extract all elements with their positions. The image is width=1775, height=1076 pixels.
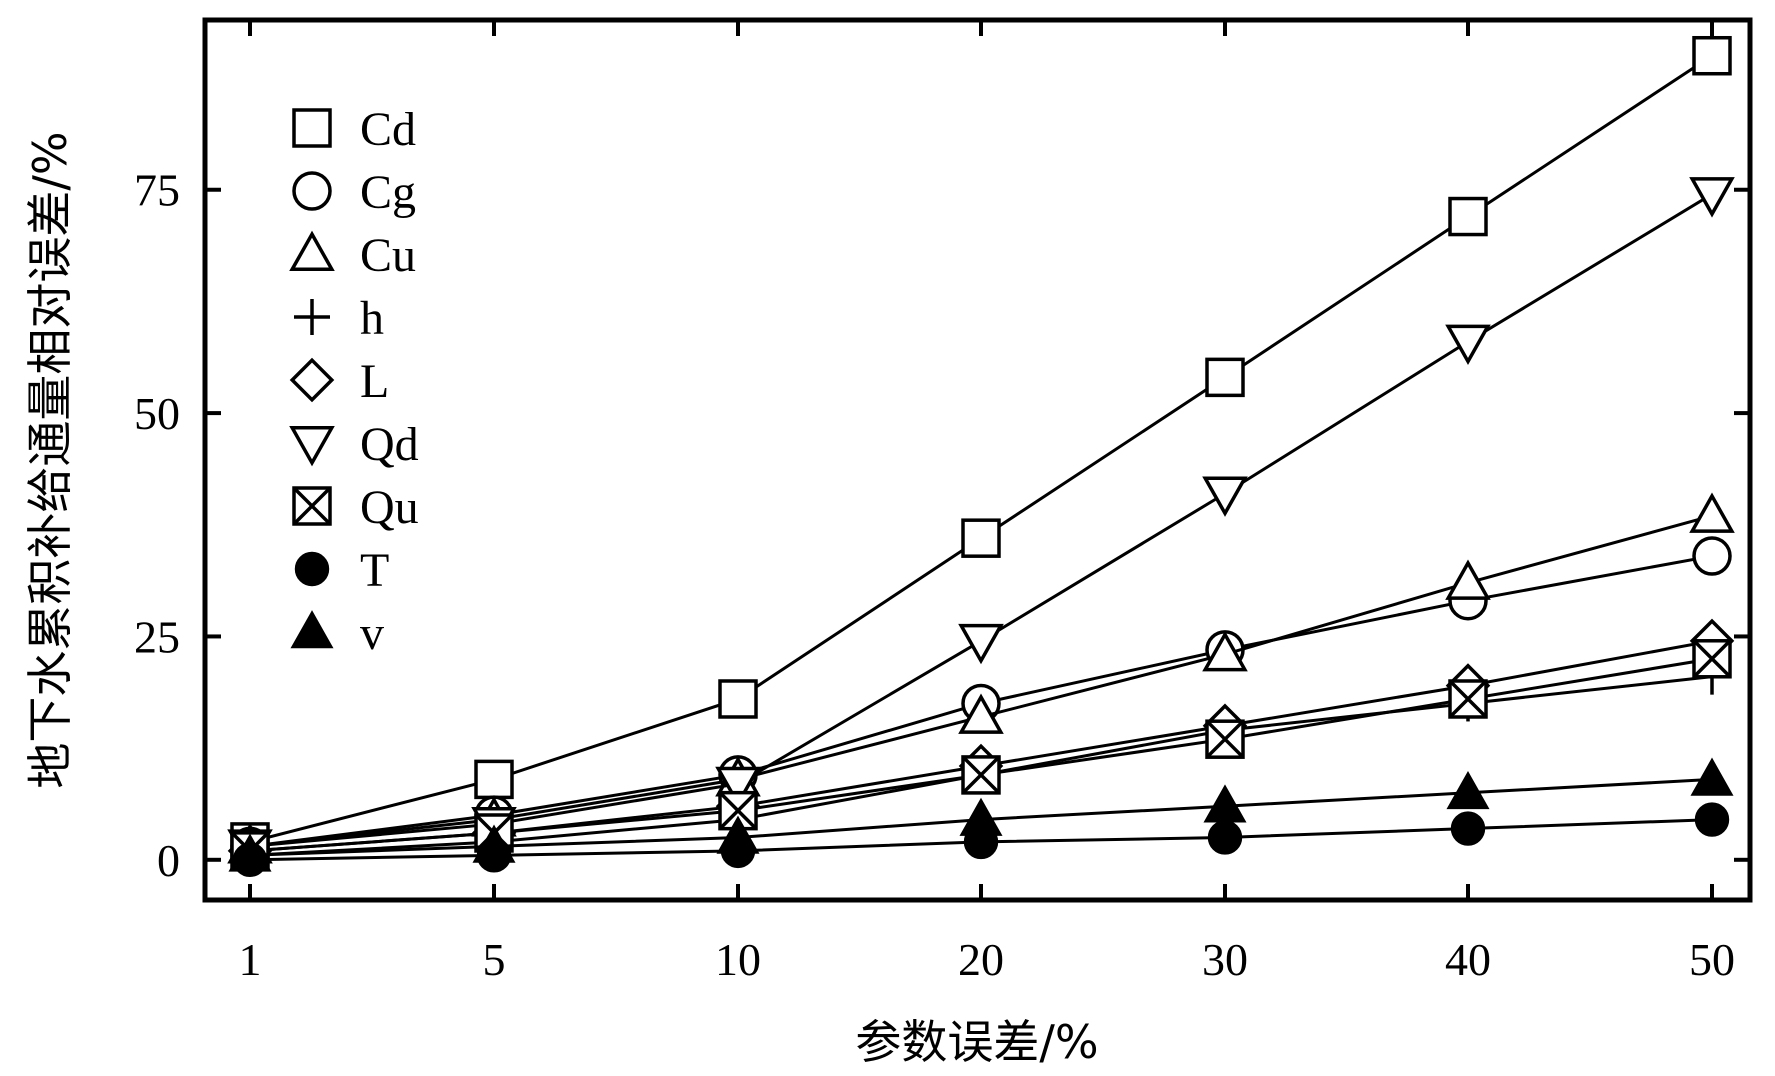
legend-label-Qu: Qu <box>360 481 419 534</box>
point-T-50 <box>1694 802 1730 837</box>
x-tick-label: 50 <box>1689 934 1735 985</box>
point-Qu-30 <box>1205 719 1245 759</box>
legend-entry-T: T <box>294 544 389 597</box>
point-T-40 <box>1450 811 1486 846</box>
point-Qu-50 <box>1692 639 1732 679</box>
x-tick-label: 1 <box>239 934 262 985</box>
x-axis-title: 参数误差/% <box>855 1015 1098 1069</box>
point-Cd-5 <box>474 759 514 800</box>
legend-label-Cg: Cg <box>360 166 416 219</box>
point-T-30 <box>1207 820 1243 855</box>
legend-entry-h: h <box>294 292 384 345</box>
point-Qd-40 <box>1445 324 1491 365</box>
legend-entry-v: v <box>290 607 384 660</box>
point-v-20 <box>959 797 1003 836</box>
legend-label-L: L <box>360 355 389 408</box>
point-Cu-50 <box>1689 492 1735 533</box>
legend-label-Cu: Cu <box>360 229 416 282</box>
point-Cu-30 <box>1202 630 1248 672</box>
point-Cd-20 <box>961 518 1001 558</box>
series-layer <box>227 35 1735 877</box>
legend-marker-Cu <box>289 230 335 272</box>
series-v <box>228 757 1734 872</box>
legend-marker-T <box>294 551 330 587</box>
legend-label-Qd: Qd <box>360 418 419 471</box>
y-axis-title: 地下水累积补给通量相对误差/% <box>23 131 77 788</box>
legend: Cd Cg Cu hL Qd Qu Tv <box>289 103 419 660</box>
y-tick-label: 50 <box>134 388 180 439</box>
y-tick-label: 0 <box>157 835 180 886</box>
legend-entry-Cg: Cg <box>292 166 416 219</box>
legend-marker-Cd <box>292 108 332 148</box>
legend-marker-Qu <box>292 486 332 526</box>
legend-marker-v <box>290 610 334 649</box>
y-tick-label: 25 <box>134 611 180 662</box>
legend-marker-Qd <box>289 425 335 467</box>
point-Cu-40 <box>1445 559 1491 600</box>
point-Cd-10 <box>718 679 758 719</box>
point-Qu-20 <box>961 755 1001 795</box>
x-tick-label: 10 <box>715 934 761 985</box>
legend-entry-Cd: Cd <box>292 103 416 156</box>
point-Cd-50 <box>1692 35 1732 76</box>
point-Qd-10 <box>715 766 761 808</box>
point-v-10 <box>716 815 760 854</box>
legend-label-v: v <box>360 607 384 660</box>
x-tick-label: 5 <box>483 934 506 985</box>
ticks-layer: 1 5 10 20 30 40 50 0 25 50 75 <box>134 20 1750 985</box>
legend-entry-L: L <box>289 355 389 408</box>
point-Qu-40 <box>1448 679 1488 719</box>
point-Cu-20 <box>958 693 1004 734</box>
legend-label-h: h <box>360 292 384 345</box>
legend-marker-h <box>294 299 330 335</box>
x-tick-label: 30 <box>1202 934 1248 985</box>
y-tick-label: 75 <box>134 165 180 216</box>
point-v-1 <box>228 833 272 872</box>
point-v-30 <box>1203 784 1247 823</box>
point-Cd-40 <box>1448 196 1488 237</box>
plot-frame <box>202 17 1753 903</box>
series-Cd <box>230 35 1732 862</box>
legend-entry-Cu: Cu <box>289 229 416 282</box>
legend-marker-Cg <box>292 171 332 211</box>
point-Qd-20 <box>958 623 1004 665</box>
point-Cg-50 <box>1692 536 1732 576</box>
x-tick-label: 40 <box>1445 934 1491 985</box>
legend-marker-L <box>289 357 335 403</box>
point-v-50 <box>1690 757 1734 796</box>
legend-entry-Qd: Qd <box>289 418 419 471</box>
point-Qd-50 <box>1689 177 1735 218</box>
point-v-5 <box>472 824 516 863</box>
point-v-40 <box>1446 770 1490 810</box>
legend-entry-Qu: Qu <box>292 481 419 534</box>
point-Qd-30 <box>1202 476 1248 517</box>
legend-label-Cd: Cd <box>360 103 416 156</box>
point-Cd-30 <box>1205 357 1245 398</box>
x-tick-label: 20 <box>958 934 1004 985</box>
legend-label-T: T <box>360 544 389 597</box>
